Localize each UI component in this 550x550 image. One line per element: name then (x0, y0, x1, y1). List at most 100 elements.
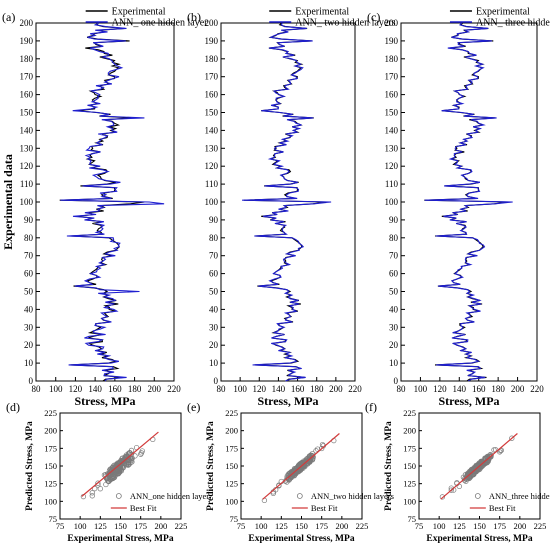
x-tick-label: 225 (175, 521, 188, 531)
scatter-point (509, 435, 515, 441)
series-line-ann (424, 22, 513, 382)
x-tick-label: 75 (237, 521, 246, 531)
legend-label: Best Fit (311, 503, 338, 513)
x-tick-label: 200 (513, 521, 526, 531)
x-tick-label: 120 (433, 384, 447, 394)
x-tick-label: 160 (291, 384, 305, 394)
scatter-point (112, 464, 118, 471)
x-tick-label: 200 (148, 384, 162, 394)
y-tick-label: 125 (44, 479, 57, 489)
scatter-point (462, 475, 468, 482)
scatter-point (95, 480, 101, 486)
best-fit-line (262, 433, 340, 500)
x-tick-label: 100 (233, 384, 247, 394)
scatter-point (116, 467, 123, 473)
scatter-point (468, 471, 474, 477)
y-tick-label: 100 (205, 197, 219, 207)
scatter-point (439, 494, 446, 500)
y-tick-label: 10 (24, 358, 34, 368)
y-tick-label: 0 (214, 376, 219, 386)
y-axis-label: Predicted Stress, MPa (25, 421, 35, 511)
x-tick-label: 200 (329, 384, 343, 394)
y-tick-label: 160 (20, 90, 34, 100)
series-line-ann (242, 22, 332, 382)
y-tick-label: 50 (389, 287, 399, 297)
y-tick-label: 190 (205, 36, 219, 46)
scatter-point (309, 453, 316, 459)
x-tick-label: 200 (511, 384, 525, 394)
x-tick-label: 150 (473, 521, 486, 531)
x-tick-label: 225 (356, 521, 369, 531)
scatter-point (109, 474, 115, 481)
scatter-point (276, 482, 282, 488)
y-tick-label: 40 (389, 304, 399, 314)
y-tick-label: 170 (20, 72, 34, 82)
y-tick-label: 60 (389, 269, 399, 279)
scatter-point (284, 479, 290, 485)
x-axis-label: Experimental Stress, MPa (426, 534, 532, 544)
x-tick-label: 80 (397, 384, 407, 394)
y-tick-label: 150 (225, 461, 238, 471)
x-tick-label: 160 (472, 384, 486, 394)
y-tick-label: 150 (403, 461, 416, 471)
scatter-point (314, 446, 321, 452)
panel-label: (f) (365, 400, 377, 414)
x-tick-label: 160 (108, 384, 122, 394)
y-tick-label: 80 (389, 233, 399, 243)
scatter-point (125, 461, 131, 468)
x-tick-label: 80 (32, 384, 42, 394)
y-tick-label: 225 (225, 408, 238, 418)
y-tick-label: 125 (403, 479, 416, 489)
y-tick-label: 0 (394, 376, 399, 386)
x-tick-label: 175 (315, 521, 328, 531)
y-tick-label: 150 (20, 108, 34, 118)
scatter-point (487, 453, 494, 460)
y-tick-label: 70 (209, 251, 219, 261)
y-tick-label: 200 (403, 426, 416, 436)
y-tick-label: 150 (385, 108, 399, 118)
scatter-point (270, 490, 276, 497)
y-tick-label: 100 (225, 496, 238, 506)
scatter-point (448, 487, 454, 493)
scatter-point (97, 486, 103, 492)
legend-label: ANN_one hidden layer (130, 491, 209, 501)
x-tick-label: 140 (453, 384, 467, 394)
y-tick-label: 110 (20, 179, 34, 189)
y-tick-label: 30 (209, 322, 219, 332)
y-tick-label: 10 (209, 358, 219, 368)
x-tick-label: 125 (453, 521, 466, 531)
y-tick-label: 120 (385, 161, 399, 171)
y-tick-label: 80 (209, 233, 219, 243)
x-tick-label: 180 (128, 384, 142, 394)
y-tick-label: 200 (20, 18, 34, 28)
y-axis-label: Predicted Stress, MPa (384, 421, 394, 511)
scatter-point (294, 465, 300, 472)
y-tick-label: 175 (403, 443, 416, 453)
y-tick-label: 175 (44, 443, 57, 453)
y-tick-label: 140 (385, 125, 399, 135)
legend-label: ANN_two hidden layers (311, 491, 394, 501)
y-tick-label: 20 (209, 340, 219, 350)
y-tick-label: 160 (205, 90, 219, 100)
y-tick-label: 190 (20, 36, 34, 46)
scatter-point (319, 445, 325, 452)
y-tick-label: 80 (24, 233, 34, 243)
legend-label: Experimental (476, 7, 530, 18)
legend-label: Experimental (112, 7, 166, 18)
y-tick-label: 140 (20, 125, 34, 135)
y-tick-label: 180 (385, 54, 399, 64)
scatter-point (491, 447, 497, 453)
y-tick-label: 75 (230, 514, 239, 524)
panel-label: (a) (2, 10, 15, 24)
y-tick-label: 130 (205, 143, 219, 153)
y-tick-label: 100 (385, 197, 399, 207)
x-tick-label: 150 (114, 521, 127, 531)
x-tick-label: 100 (414, 384, 428, 394)
x-tick-label: 125 (275, 521, 288, 531)
x-tick-label: 140 (88, 384, 102, 394)
legend-label: ANN_ two hidden layers (295, 18, 395, 29)
y-tick-label: 0 (29, 376, 34, 386)
y-tick-label: 30 (24, 322, 34, 332)
scatter-point (127, 449, 133, 456)
